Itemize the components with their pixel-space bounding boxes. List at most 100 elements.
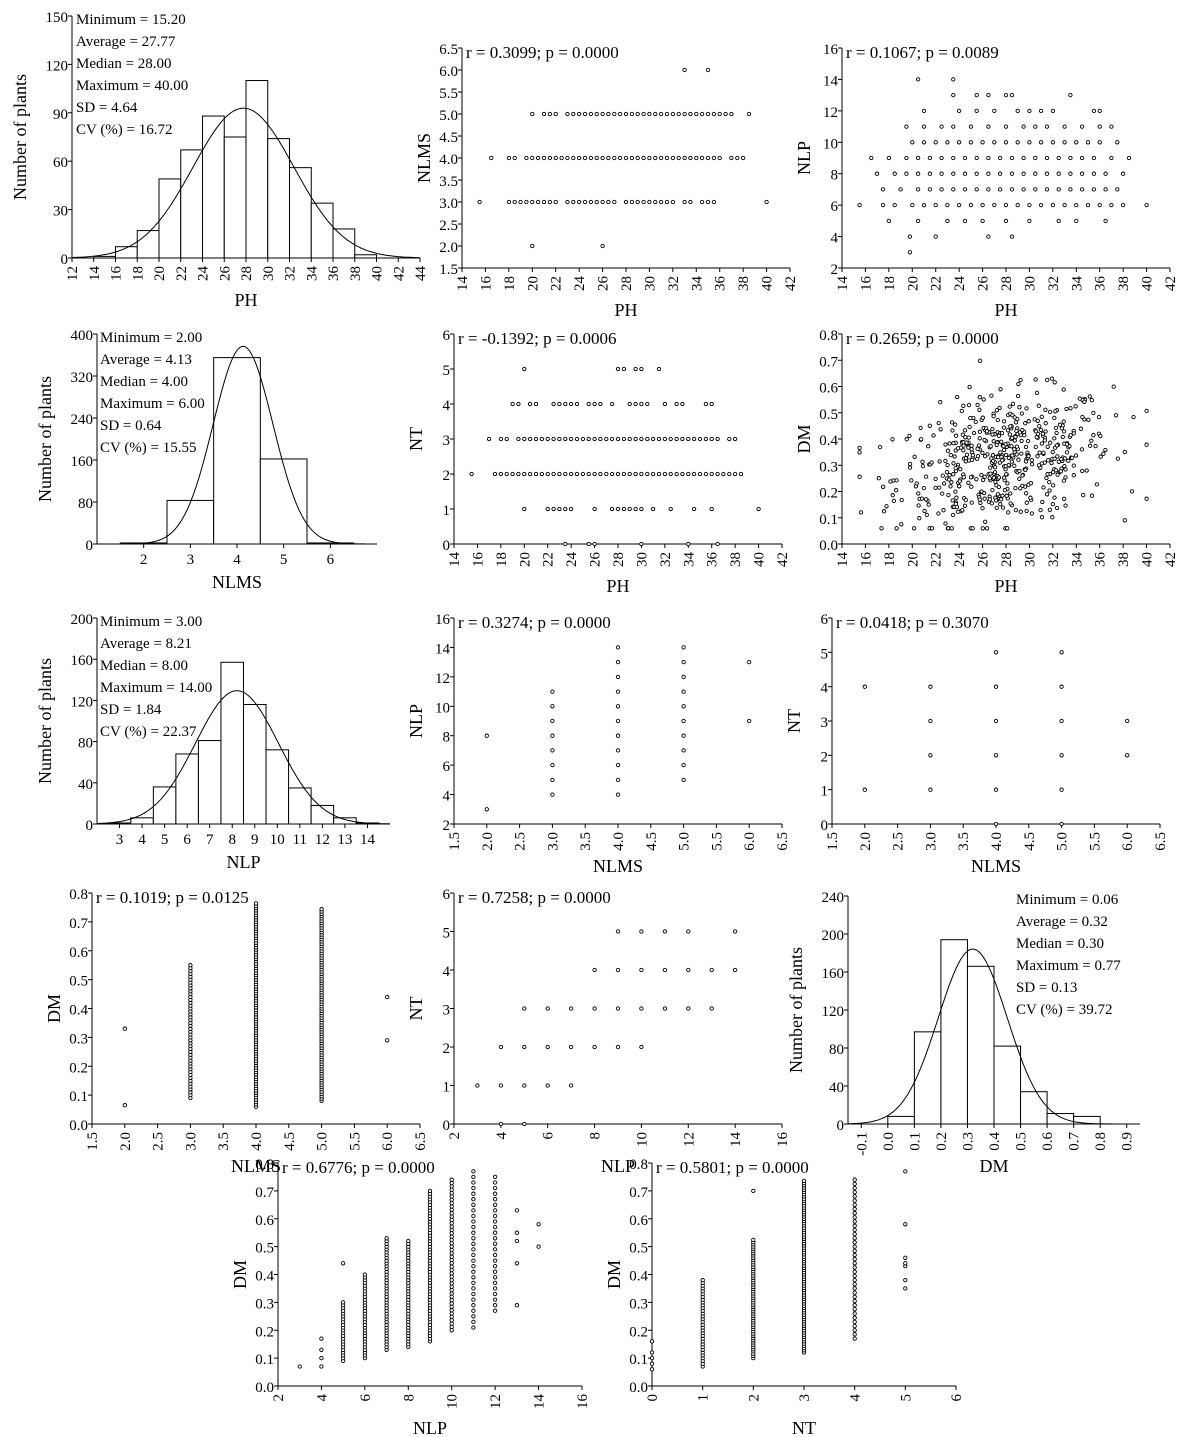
scatter-point (912, 454, 917, 459)
scatter-point (903, 1222, 908, 1227)
scatter-point (997, 155, 1003, 161)
x-tick-label: 6.5 (413, 1132, 429, 1151)
scatter-point (945, 462, 950, 468)
scatter-point (1044, 124, 1050, 129)
scatter-point (563, 436, 568, 442)
scatter-point (852, 1248, 857, 1253)
scatter-point (524, 155, 529, 161)
scatter-point (604, 436, 609, 442)
scatter-point (705, 155, 711, 161)
scatter-point (1052, 456, 1057, 461)
scatter-point (545, 506, 550, 512)
scatter-point (852, 1294, 857, 1299)
scatter-point (449, 1217, 454, 1223)
scatter-point (877, 444, 883, 450)
scatter-point (1069, 455, 1075, 461)
scatter-point (950, 498, 955, 503)
scatter-point (639, 506, 644, 512)
histogram-bar (259, 458, 308, 545)
x-tick-label: 5.0 (677, 832, 693, 851)
y-tick-label: 0.1 (69, 1089, 88, 1105)
scatter-point (966, 445, 971, 450)
histogram-bar (265, 749, 290, 825)
scatter-point (941, 481, 947, 486)
scatter-point (647, 155, 652, 161)
x-tick-label: 32 (658, 552, 674, 567)
x-tick-label: 0.0 (881, 1132, 897, 1151)
x-tick-label: 36 (326, 266, 342, 282)
y-tick-label: 0.3 (255, 1296, 274, 1312)
x-tick-label: 6 (541, 1132, 557, 1140)
scatter-point (886, 155, 892, 161)
scatter-point (506, 199, 512, 205)
x-tick-label: 26 (596, 276, 612, 292)
scatter-point (977, 429, 983, 434)
scatter-point (951, 171, 956, 176)
scatter-point (449, 1211, 454, 1216)
scatter-point (1045, 377, 1050, 383)
y-tick-label: 0.4 (819, 433, 838, 449)
x-axis-label: NLMS (593, 856, 643, 876)
scatter-point (1079, 187, 1085, 192)
scatter-point (449, 1264, 454, 1269)
x-tick-label: 16 (470, 552, 486, 568)
scatter-point (449, 1308, 454, 1313)
scatter-point (1144, 202, 1149, 208)
scatter-point (598, 471, 603, 477)
scatter-point (1064, 406, 1069, 412)
scatter-point (512, 155, 517, 161)
x-tick-label: 5 (280, 552, 288, 568)
scatter-point (319, 1355, 324, 1361)
scatter-point (880, 187, 886, 192)
scatter-point (449, 1234, 454, 1239)
y-tick-label: 40 (78, 777, 93, 793)
scatter-point (1103, 187, 1108, 192)
scatter-point (977, 497, 982, 502)
x-tick-label: 5.0 (1055, 832, 1071, 851)
scatter-point (993, 684, 999, 689)
scatter-point (649, 1350, 655, 1355)
scatter-point (988, 471, 993, 476)
scatter-point (319, 907, 324, 912)
scatter-point (1021, 187, 1026, 192)
y-tick-label: 160 (71, 653, 94, 669)
scatter-point (1019, 411, 1024, 416)
scatter-point (987, 476, 992, 481)
x-tick-label: 2.5 (891, 832, 907, 851)
scatter-point (1063, 467, 1068, 472)
x-tick-label: 34 (304, 266, 320, 282)
scatter-point (1061, 387, 1066, 392)
histogram-bar (197, 740, 222, 825)
scatter-point (986, 92, 991, 98)
scatter-point (1009, 171, 1015, 176)
scatter-point (514, 1230, 520, 1235)
scatter-point (995, 455, 1001, 460)
scatter-point (950, 428, 955, 433)
scatter-point (1059, 718, 1064, 724)
scatter-point (1027, 108, 1032, 114)
scatter-point (656, 436, 662, 442)
scatter-point (662, 929, 668, 934)
x-tick-label: 36 (705, 552, 721, 568)
scatter-point (506, 155, 512, 161)
scatter-point (1059, 684, 1064, 689)
stat-line: SD = 1.84 (100, 702, 162, 718)
scatter-point (477, 199, 482, 205)
scatter-point (449, 1301, 454, 1306)
y-tick-label: 2 (443, 468, 451, 484)
scatter-point (1050, 515, 1055, 520)
scatter-point (1001, 475, 1007, 480)
scatter-point (953, 501, 959, 507)
scatter-point (852, 1177, 857, 1182)
x-tick-label: 38 (728, 552, 744, 567)
scatter-point (1120, 171, 1126, 176)
scatter-point (1020, 427, 1025, 433)
scatter-point (594, 199, 599, 205)
scatter-point (1074, 140, 1079, 145)
scatter-point (688, 111, 693, 117)
histogram-bar (180, 149, 203, 259)
scatter-point (990, 453, 996, 458)
correlation-annotation: r = 0.3274; p = 0.0000 (458, 613, 611, 632)
scatter-point (915, 218, 921, 224)
scatter-point (969, 500, 974, 505)
